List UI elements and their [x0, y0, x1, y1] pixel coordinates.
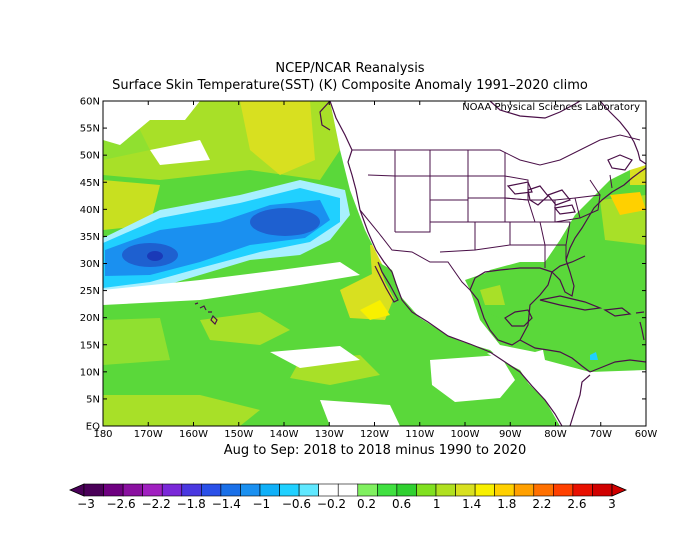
- lat-label: 40N: [80, 205, 100, 216]
- colorbar-swatch: [572, 483, 593, 497]
- colorbar-swatch: [161, 483, 183, 497]
- lat-label: 10N: [80, 367, 100, 378]
- colorbar-label: 1: [433, 497, 441, 511]
- colorbar-swatch: [240, 483, 261, 497]
- period-caption: Aug to Sep: 2018 to 2018 minus 1990 to 2…: [223, 443, 527, 458]
- colorbar-swatch: [259, 483, 280, 497]
- colorbar-swatch: [279, 483, 300, 497]
- colorbar-swatch: [396, 483, 417, 497]
- lat-label: 15N: [80, 340, 100, 351]
- colorbar-swatch: [220, 483, 241, 497]
- lat-label: 25N: [80, 286, 100, 297]
- colorbar-swatch: [377, 483, 398, 497]
- lon-label: 80W: [544, 429, 567, 440]
- colorbar-swatch: [142, 483, 163, 497]
- colorbar-label: 2.2: [532, 497, 551, 511]
- colorbar: −3 −2.6 −2.2 −1.8 −1.4 −1 −0.6 −0.2 0.2 0.6 1 1.4 1.…: [68, 483, 628, 511]
- colorbar-swatch: [357, 483, 378, 497]
- lat-label: 35N: [80, 232, 100, 243]
- lon-label: 90W: [499, 429, 522, 440]
- colorbar-label: −2.6: [106, 497, 135, 511]
- colorbar-label: 1.8: [497, 497, 516, 511]
- colorbar-swatch: [513, 483, 535, 497]
- colorbar-swatch: [416, 483, 437, 497]
- colorbar-label: 3: [608, 497, 616, 511]
- lon-label: 110W: [405, 429, 434, 440]
- latitude-labels: 60N 55N 50N 45N 40N 35N 30N 25N 20N 15N 10N 5N EQ: [80, 97, 100, 433]
- lon-label: 150W: [224, 429, 253, 440]
- colorbar-swatch: [318, 483, 339, 497]
- colorbar-label: −1.8: [177, 497, 206, 511]
- colorbar-label: −0.2: [317, 497, 346, 511]
- colorbar-label: −1: [252, 497, 270, 511]
- political-borders: [352, 134, 641, 291]
- colorbar-label: −3: [77, 497, 95, 511]
- colorbar-swatch: [201, 483, 222, 497]
- lon-label: 180: [93, 429, 112, 440]
- colorbar-swatch: [553, 483, 574, 497]
- lat-label: 20N: [80, 313, 100, 324]
- lon-label: 70W: [589, 429, 612, 440]
- lat-label: 45N: [80, 178, 100, 189]
- colorbar-swatch: [592, 483, 613, 497]
- lon-label: 100W: [451, 429, 480, 440]
- colorbar-label: −0.6: [282, 497, 311, 511]
- colorbar-label: 2.6: [567, 497, 586, 511]
- credit-label: NOAA Physical Sciences Laboratory: [462, 102, 640, 113]
- lon-label: 170W: [134, 429, 163, 440]
- colorbar-swatch: [337, 483, 359, 497]
- colorbar-swatch: [435, 483, 456, 497]
- colorbar-swatch: [494, 483, 515, 497]
- lon-label: 160W: [179, 429, 208, 440]
- colorbar-left-arrow: [68, 483, 85, 497]
- lat-label: EQ: [86, 422, 100, 433]
- colorbar-swatch: [533, 483, 554, 497]
- colorbar-label: 1.4: [462, 497, 481, 511]
- colorbar-label: −1.4: [212, 497, 241, 511]
- lon-label: 130W: [315, 429, 344, 440]
- colorbar-label: 0.2: [357, 497, 376, 511]
- lat-label: 55N: [80, 124, 100, 135]
- colorbar-swatch: [103, 483, 124, 497]
- colorbar-label: −2.2: [142, 497, 171, 511]
- colorbar-swatch: [122, 483, 143, 497]
- lon-label: 140W: [270, 429, 299, 440]
- map-subtitle: Surface Skin Temperature(SST) (K) Compos…: [112, 78, 588, 93]
- colorbar-swatch: [83, 483, 104, 497]
- colorbar-swatch: [474, 483, 495, 497]
- lat-label: 60N: [80, 97, 100, 108]
- lon-label: 120W: [360, 429, 389, 440]
- lat-label: 50N: [80, 151, 100, 162]
- lon-label: 60W: [635, 429, 658, 440]
- map-frame: [102, 100, 647, 427]
- longitude-labels: 180 170W 160W 150W 140W 130W 120W 110W 100W 90W 80…: [93, 429, 657, 440]
- coastlines: [194, 101, 646, 426]
- lat-label: 5N: [86, 394, 100, 405]
- colorbar-right-arrow: [611, 483, 628, 497]
- map-title: NCEP/NCAR Reanalysis: [275, 61, 425, 76]
- colorbar-label: 0.6: [392, 497, 411, 511]
- lat-label: 30N: [80, 259, 100, 270]
- anomaly-field: [103, 101, 646, 426]
- colorbar-swatch: [298, 483, 319, 497]
- colorbar-swatch: [181, 483, 202, 497]
- colorbar-swatch: [455, 483, 476, 497]
